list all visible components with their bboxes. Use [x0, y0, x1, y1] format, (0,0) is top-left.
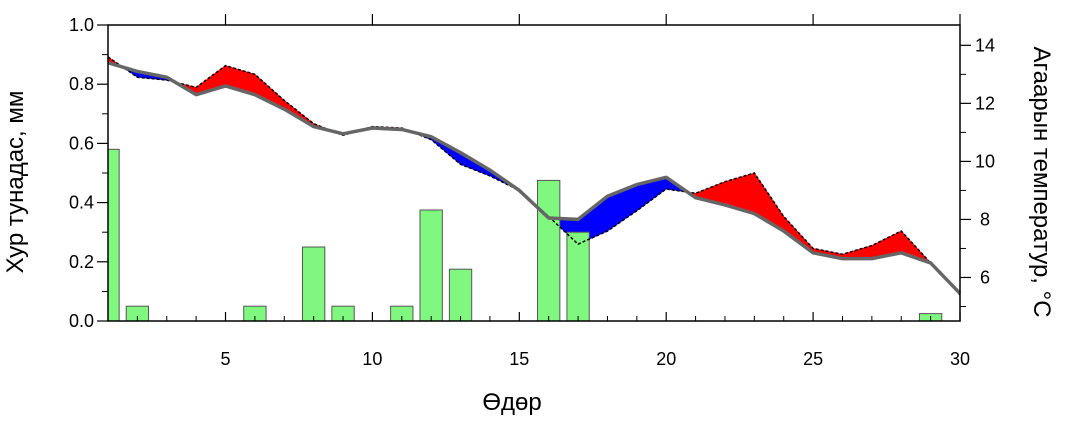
axis-ticks — [97, 14, 971, 322]
right-y-tick-label: 10 — [975, 151, 995, 171]
left-y-tick-label: 0.8 — [69, 74, 94, 94]
left-y-tick-label: 0.6 — [69, 133, 94, 153]
right-y-tick-label: 12 — [975, 93, 995, 113]
left-y-tick-label: 1.0 — [69, 15, 94, 35]
warm-anomaly-fill — [254, 73, 285, 110]
right-y-tick-label: 8 — [980, 209, 990, 229]
left-y-tick-label: 0.4 — [69, 193, 94, 213]
x-axis-title: Өдөр — [482, 389, 541, 416]
x-tick-label: 15 — [509, 349, 529, 369]
precip-bar — [448, 268, 473, 322]
warm-anomaly-fill — [842, 245, 873, 259]
right-y-axis-title: Агаарын температур, °C — [1028, 46, 1055, 317]
precipitation-bars — [107, 148, 943, 322]
left-y-tick-label: 0.2 — [69, 252, 94, 272]
x-tick-label: 25 — [803, 349, 823, 369]
right-y-tick-label: 6 — [980, 267, 990, 287]
precip-bar — [566, 231, 590, 322]
normal-temperature-line — [107, 61, 962, 295]
tick-labels: 5 10 15 20 25 30 0.0 0.2 0.4 0.6 0.8 1.0 6 8 10 12 14 — [69, 15, 995, 369]
right-y-tick-label: 14 — [975, 35, 995, 55]
precip-bar — [419, 209, 443, 322]
left-y-axis-title: Хур тунадас, мм — [2, 91, 29, 274]
x-tick-label: 10 — [362, 349, 382, 369]
actual-temperature-line — [107, 56, 961, 296]
x-tick-label: 20 — [656, 349, 676, 369]
x-tick-label: 30 — [950, 349, 970, 369]
x-tick-label: 5 — [221, 349, 231, 369]
precip-bar — [301, 246, 326, 322]
temperature-anomaly-fills — [107, 56, 961, 296]
precip-bar — [107, 148, 120, 322]
precip-bar — [537, 179, 561, 322]
temperature-lines — [107, 56, 962, 296]
left-y-tick-label: 0.0 — [69, 311, 94, 331]
